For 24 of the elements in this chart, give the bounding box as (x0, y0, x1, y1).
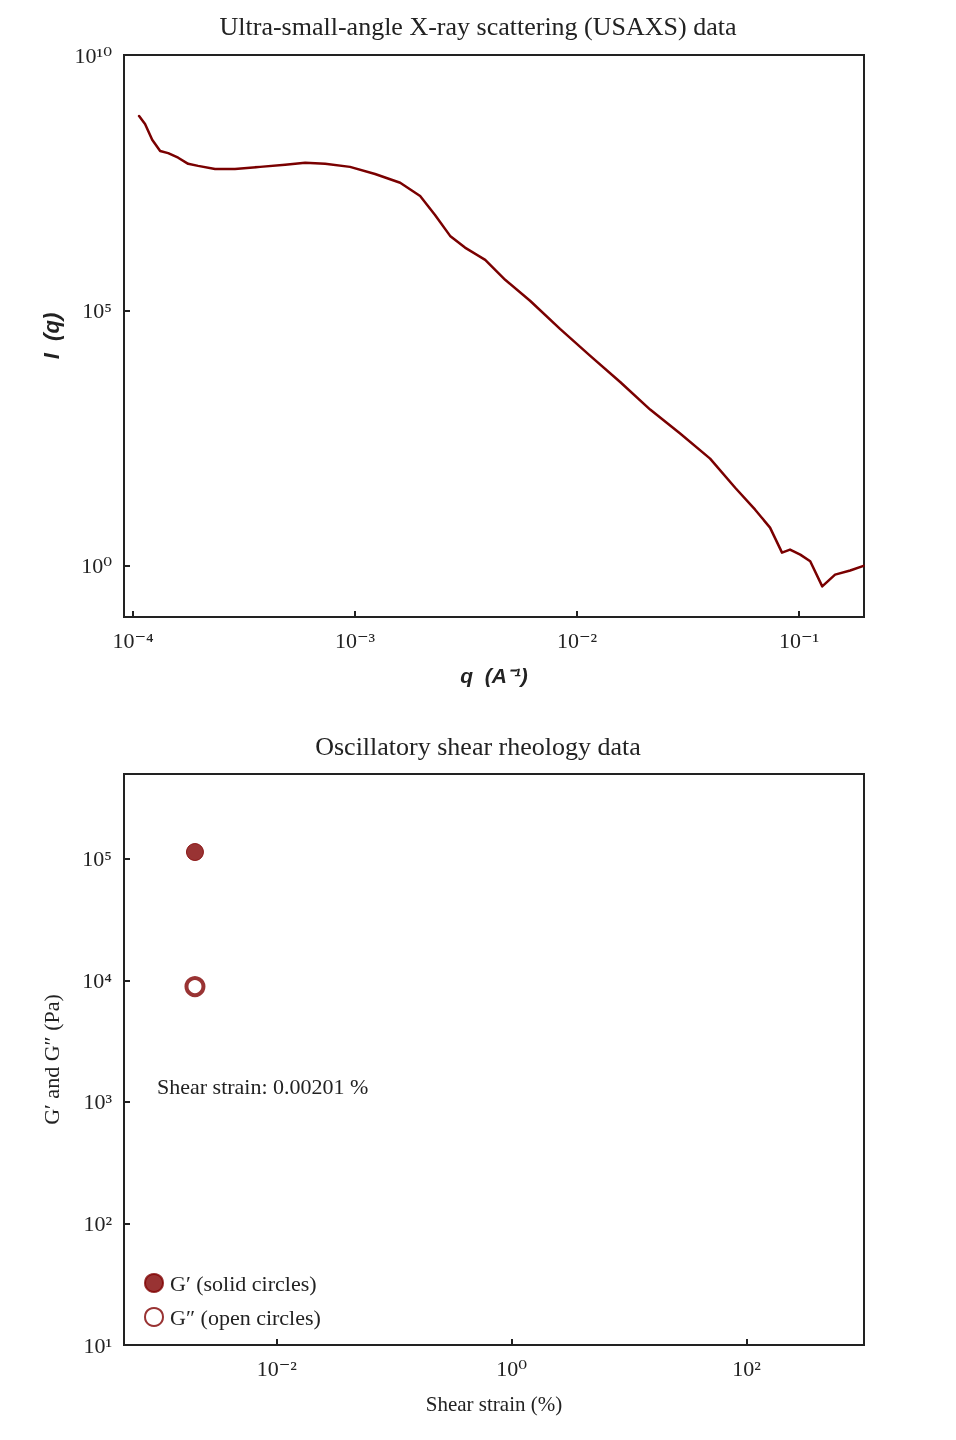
y-tick-label: 10⁴ (82, 967, 113, 993)
y-axis-title: I (q) (38, 312, 64, 360)
x-tick-label: 10⁻¹ (779, 627, 820, 653)
y-axis-title: G′ and G″ (Pa) (38, 994, 64, 1125)
y-tick-label: 10¹ (83, 1332, 112, 1358)
y-tick-label: 10⁵ (82, 846, 112, 872)
x-axis-title: Shear strain (%) (425, 1391, 563, 1416)
annotation: Shear strain: 0.00201 % (157, 1073, 369, 1099)
chart-title: Oscillatory shear rheology data (315, 731, 642, 761)
y-tick-label: 10¹⁰ (74, 42, 113, 68)
y-tick-label: 10⁰ (81, 553, 113, 579)
x-tick-label: 10⁻² (256, 1355, 298, 1381)
x-axis-title: q (A⁻¹) (460, 664, 528, 687)
x-tick-label: 10² (732, 1355, 762, 1381)
chart-title: Ultra-small-angle X-ray scattering (USAXS) data (219, 11, 737, 41)
x-tick-label: 10⁻³ (334, 627, 376, 653)
x-tick-label: 10⁻² (557, 627, 598, 653)
x-tick-label: 10⁰ (496, 1355, 528, 1381)
y-tick-label: 10² (83, 1210, 113, 1236)
y-tick-label: 10⁵ (82, 297, 112, 323)
x-tick-label: 10⁻⁴ (112, 627, 155, 653)
legend-label: G″ (open circles) (170, 1304, 321, 1330)
legend-label: G′ (solid circles) (170, 1270, 317, 1296)
y-tick-label: 10³ (83, 1089, 113, 1115)
